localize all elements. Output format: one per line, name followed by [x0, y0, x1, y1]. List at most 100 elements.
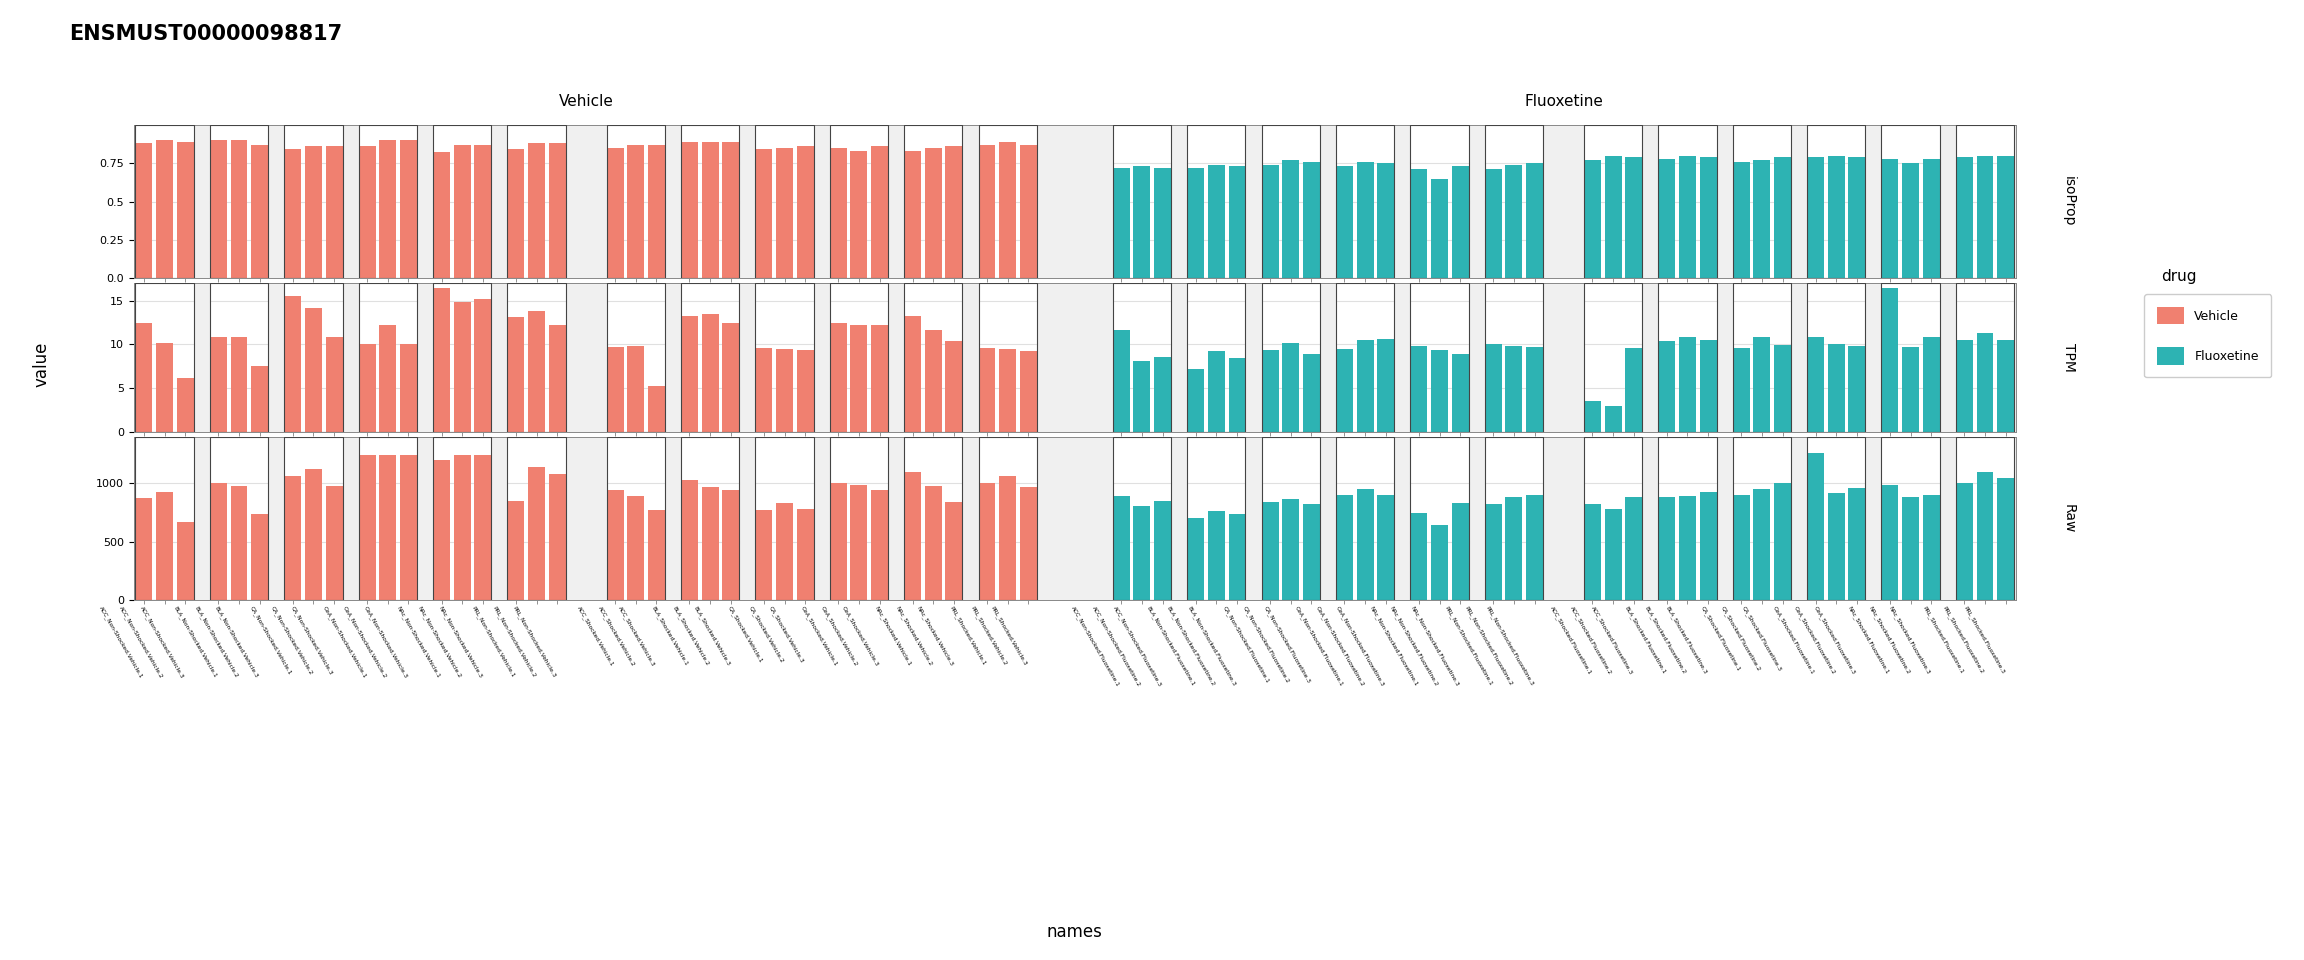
- Bar: [1410, 169, 1426, 278]
- Bar: [756, 437, 813, 600]
- Bar: [1187, 283, 1246, 432]
- Bar: [1263, 125, 1320, 278]
- Bar: [251, 514, 267, 600]
- Bar: [606, 283, 666, 432]
- Bar: [979, 437, 1037, 600]
- Bar: [1624, 497, 1643, 600]
- Bar: [136, 143, 152, 278]
- Bar: [1484, 437, 1544, 600]
- Bar: [1774, 484, 1790, 600]
- Bar: [528, 143, 546, 278]
- Text: CA_Shocked.Fluoxetine.1: CA_Shocked.Fluoxetine.1: [1700, 606, 1742, 673]
- Bar: [1733, 283, 1790, 432]
- Bar: [136, 283, 194, 432]
- Bar: [723, 491, 740, 600]
- Bar: [1977, 333, 1993, 432]
- Bar: [1357, 161, 1373, 278]
- Bar: [433, 437, 491, 600]
- Bar: [1882, 288, 1898, 432]
- Bar: [1659, 125, 1716, 278]
- Text: NAc_Non-Shocked.Vehicle.2: NAc_Non-Shocked.Vehicle.2: [417, 606, 463, 680]
- Bar: [283, 125, 343, 278]
- Bar: [1000, 348, 1016, 432]
- Bar: [1753, 490, 1769, 600]
- Legend: Vehicle, Fluoxetine: Vehicle, Fluoxetine: [2145, 295, 2272, 377]
- Bar: [776, 148, 793, 278]
- Bar: [829, 125, 887, 278]
- Text: ACC_Shocked.Fluoxetine.2: ACC_Shocked.Fluoxetine.2: [1569, 606, 1613, 676]
- Bar: [1806, 338, 1825, 432]
- Bar: [1659, 497, 1675, 600]
- Bar: [1113, 329, 1129, 432]
- Text: rain-CeA: rain-CeA: [1813, 175, 1859, 185]
- Bar: [1882, 158, 1898, 278]
- Bar: [1263, 349, 1279, 432]
- Bar: [1113, 168, 1129, 278]
- Bar: [1484, 345, 1502, 432]
- Bar: [1806, 125, 1866, 278]
- Text: PRL_Shocked.Fluoxetine.1: PRL_Shocked.Fluoxetine.1: [1922, 606, 1965, 675]
- Bar: [776, 503, 793, 600]
- Bar: [1604, 406, 1622, 432]
- Bar: [1336, 437, 1394, 600]
- Text: names: names: [1046, 923, 1104, 941]
- Bar: [507, 150, 525, 278]
- Text: ENSMUST00000098817: ENSMUST00000098817: [69, 24, 343, 44]
- Bar: [1207, 350, 1226, 432]
- Bar: [606, 348, 624, 432]
- Text: CA_Shocked.Vehicle.3: CA_Shocked.Vehicle.3: [767, 606, 804, 664]
- Bar: [1882, 125, 1940, 278]
- Text: NAc_Shocked.Fluoxetine.2: NAc_Shocked.Fluoxetine.2: [1866, 606, 1910, 676]
- Bar: [829, 283, 887, 432]
- Bar: [1484, 437, 1544, 600]
- Bar: [401, 455, 417, 600]
- Bar: [1956, 125, 2014, 278]
- Bar: [1806, 453, 1825, 600]
- Bar: [359, 437, 417, 600]
- Bar: [1113, 125, 1170, 278]
- Bar: [1484, 169, 1502, 278]
- Bar: [682, 480, 698, 600]
- Text: BLA_Shocked.Fluoxetine.2: BLA_Shocked.Fluoxetine.2: [1643, 606, 1687, 676]
- Bar: [924, 329, 942, 432]
- Bar: [1154, 501, 1170, 600]
- Bar: [1505, 347, 1523, 432]
- Bar: [1187, 168, 1205, 278]
- Bar: [829, 323, 846, 432]
- Text: CA_Shocked.Vehicle.1: CA_Shocked.Vehicle.1: [726, 606, 765, 664]
- Bar: [1113, 437, 1170, 600]
- Bar: [829, 437, 887, 600]
- Bar: [1283, 160, 1299, 278]
- Bar: [230, 487, 247, 600]
- Bar: [433, 283, 491, 432]
- Bar: [380, 325, 396, 432]
- Text: rain-BLA: rain-BLA: [1666, 175, 1710, 185]
- Text: BLA_Shocked.Vehicle.1: BLA_Shocked.Vehicle.1: [650, 606, 689, 667]
- Text: rain-ACC: rain-ACC: [1590, 175, 1636, 185]
- Bar: [283, 437, 343, 600]
- Bar: [979, 145, 995, 278]
- Bar: [1410, 283, 1468, 432]
- Bar: [1700, 492, 1716, 600]
- Bar: [380, 455, 396, 600]
- Bar: [682, 125, 740, 278]
- Bar: [1680, 496, 1696, 600]
- Bar: [850, 485, 866, 600]
- Text: rain-CeA: rain-CeA: [366, 175, 410, 185]
- Bar: [251, 145, 267, 278]
- Text: BLA_Shocked.Vehicle.2: BLA_Shocked.Vehicle.2: [670, 606, 710, 667]
- Bar: [1753, 160, 1769, 278]
- Bar: [756, 125, 813, 278]
- Bar: [1525, 348, 1544, 432]
- Bar: [1336, 495, 1352, 600]
- Bar: [1604, 509, 1622, 600]
- Bar: [1304, 354, 1320, 432]
- Bar: [1956, 283, 2014, 432]
- Bar: [979, 125, 1037, 278]
- Bar: [1924, 337, 1940, 432]
- Bar: [829, 148, 846, 278]
- Bar: [401, 140, 417, 278]
- Bar: [304, 308, 323, 432]
- Bar: [1452, 503, 1468, 600]
- Bar: [1583, 283, 1643, 432]
